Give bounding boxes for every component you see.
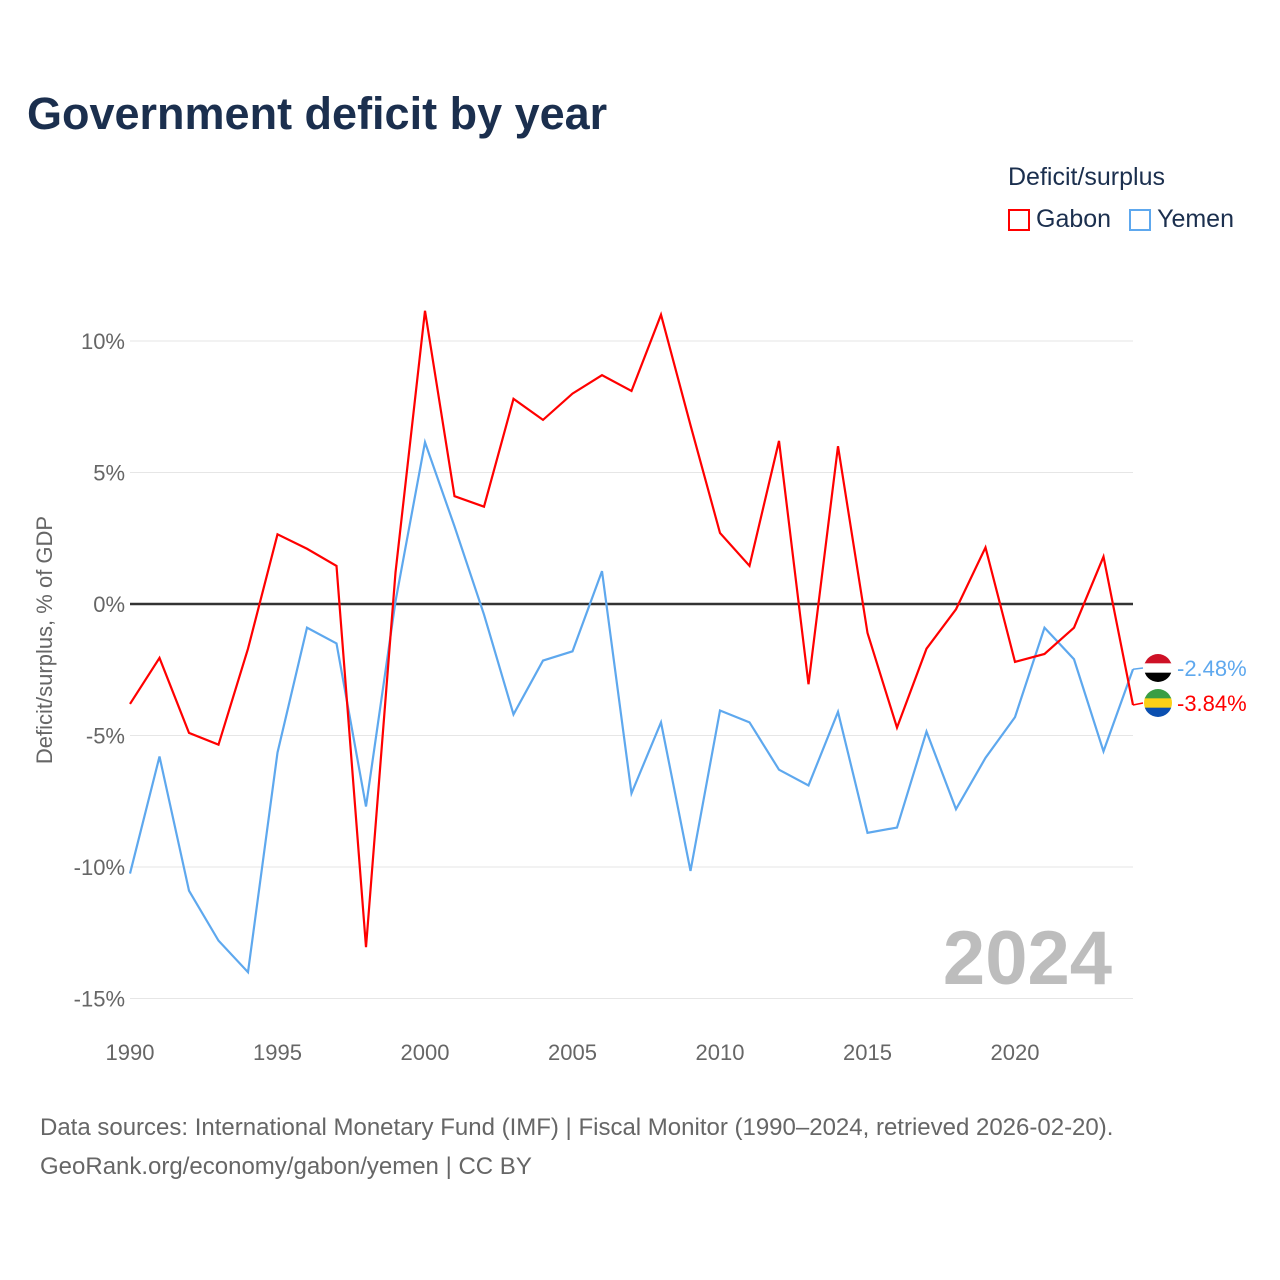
source-line-2[interactable]: GeoRank.org/economy/gabon/yemen | CC BY [40, 1153, 532, 1180]
y-axis-label: Deficit/surplus, % of GDP [32, 516, 57, 764]
x-tick-label: 2020 [991, 1040, 1040, 1065]
x-tick-label: 2010 [696, 1040, 745, 1065]
x-tick-label: 1990 [106, 1040, 155, 1065]
y-tick-label: -5% [86, 724, 125, 749]
legend: Gabon Yemen [1008, 205, 1234, 234]
chart-title: Government deficit by year [27, 88, 608, 139]
y-tick-label: 10% [81, 329, 125, 354]
x-tick-label: 2015 [843, 1040, 892, 1065]
series-line-gabon [129, 310, 1135, 948]
legend-swatch-yemen [1129, 208, 1152, 231]
x-tick-label: 2005 [548, 1040, 597, 1065]
y-tick-label: 0% [93, 592, 125, 617]
legend-item-gabon[interactable]: Gabon [1008, 205, 1111, 234]
year-watermark: 2024 [943, 916, 1112, 1001]
source-line-1: Data sources: International Monetary Fun… [40, 1114, 1114, 1141]
flag-icon-yemen [1144, 654, 1172, 682]
end-connector [1132, 702, 1144, 706]
legend-title: Deficit/surplus [1008, 163, 1165, 191]
end-connector [1132, 667, 1144, 670]
y-tick-label: -15% [74, 987, 125, 1012]
source-note: Data sources: International Monetary Fun… [40, 1108, 1113, 1186]
y-tick-label: 5% [93, 461, 125, 486]
flag-icon-gabon [1144, 689, 1172, 717]
series-line-yemen [128, 437, 1135, 975]
legend-label-yemen: Yemen [1157, 205, 1234, 233]
end-label-yemen: -2.48% [1177, 656, 1247, 681]
legend-label-gabon: Gabon [1036, 205, 1112, 233]
legend-item-yemen[interactable]: Yemen [1129, 205, 1234, 234]
y-tick-label: -10% [74, 855, 125, 880]
x-tick-label: 1995 [253, 1040, 302, 1065]
end-label-gabon: -3.84% [1177, 691, 1247, 716]
x-tick-label: 2000 [401, 1040, 450, 1065]
legend-swatch-gabon [1008, 208, 1030, 231]
